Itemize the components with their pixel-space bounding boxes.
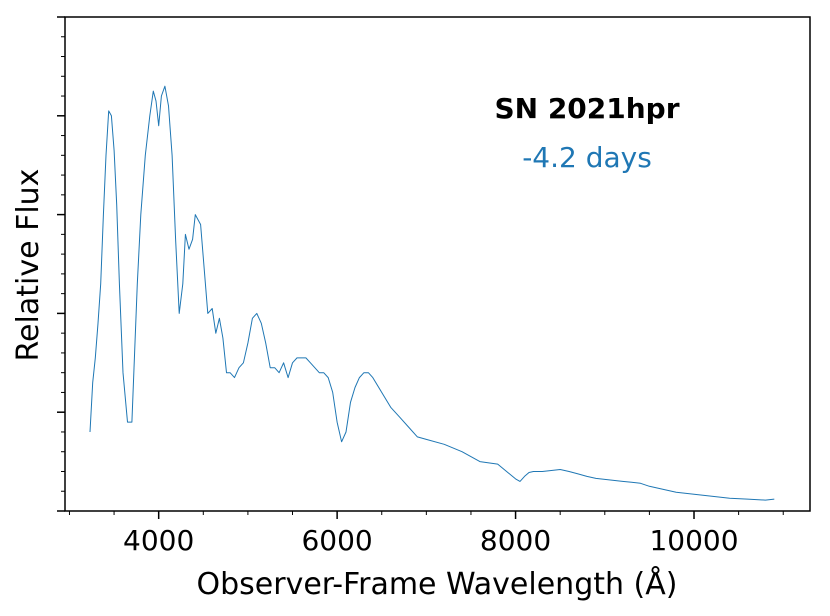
x-axis-label: Observer-Frame Wavelength (Å): [197, 566, 678, 602]
y-axis-ticks: [57, 16, 65, 512]
x-tick-label: 10000: [649, 524, 738, 557]
x-tick-label: 8000: [480, 524, 551, 557]
x-tick-label: 4000: [123, 524, 194, 557]
object-name: SN 2021hpr: [494, 92, 679, 125]
spectrum-line: [89, 85, 775, 501]
y-axis-label: Relative Flux: [11, 169, 46, 362]
epoch-label: -4.2 days: [522, 141, 652, 174]
x-tick-label: 6000: [301, 524, 372, 557]
plot-frame: [64, 16, 811, 512]
x-axis-ticks: 4000 6000 8000 10000: [68, 511, 784, 557]
